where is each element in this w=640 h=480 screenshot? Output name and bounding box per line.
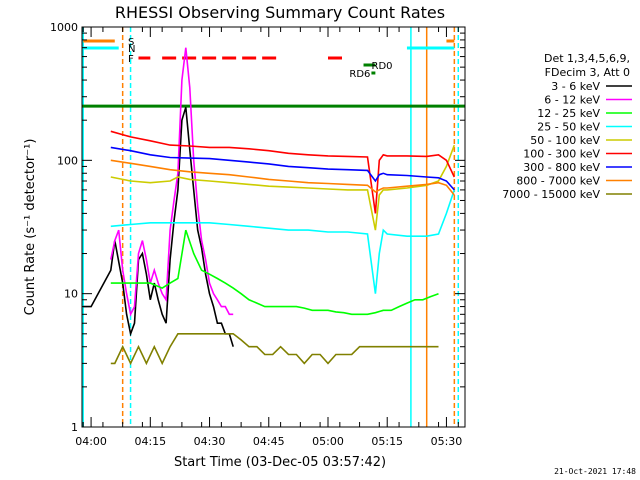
flag-label-s: S [128,37,134,48]
y-tick-label-0: 1 [71,421,78,434]
y-tick-label-3: 1000 [50,21,78,34]
series-line-2 [110,229,439,316]
legend-label-0: 3 - 6 keV [551,80,600,93]
legend-label-8: 7000 - 15000 keV [502,188,600,201]
x-tick-label-5: 05:15 [371,435,403,448]
y-axis-label: Count Rate (s⁻¹ detector⁻¹) [23,139,38,316]
flag-label-n: N [128,44,135,55]
x-tick-label-2: 04:30 [194,435,226,448]
legend-header-line-2: FDecim 3, Att 0 [545,66,630,79]
y-tick-label-2: 100 [57,154,78,167]
x-tick-label-4: 05:00 [312,435,344,448]
legend-label-2: 12 - 25 keV [537,107,600,120]
x-tick-label-6: 05:30 [431,435,463,448]
legend-header-line-1: Det 1,3,4,5,6,9, [544,52,630,65]
series-line-1 [110,47,234,317]
legend: Det 1,3,4,5,6,9, FDecim 3, Att 0 3 - 6 k… [502,52,632,201]
legend-label-1: 6 - 12 keV [544,94,600,107]
x-tick-label-1: 04:15 [134,435,166,448]
x-tick-label-0: 04:00 [75,435,107,448]
series-line-8 [110,332,439,366]
legend-label-3: 25 - 50 keV [537,121,600,134]
series-line-6 [110,146,455,191]
x-tick-label-3: 04:45 [253,435,285,448]
series-line-4 [110,144,456,231]
flag-label-rd6: RD6 [349,69,370,80]
series-line-3 [110,189,456,294]
legend-label-7: 800 - 7000 keV [516,175,600,188]
series-group [83,47,456,366]
series-line-0 [83,107,234,347]
footer-date: 21-Oct-2021 17:48 [554,467,636,476]
series-line-5 [110,130,456,214]
y-tick-label-1: 10 [64,288,78,301]
legend-label-4: 50 - 100 keV [530,134,600,147]
x-axis-label: Start Time (03-Dec-05 03:57:42) [174,455,386,470]
legend-label-5: 100 - 300 keV [523,148,600,161]
flag-label-f: F [128,54,134,65]
plot-frame [81,26,466,428]
series-line-7 [110,159,455,196]
flag-label-rd0: RD0 [372,61,393,72]
legend-label-6: 300 - 800 keV [523,161,600,174]
chart-title: RHESSI Observing Summary Count Rates [115,3,445,22]
